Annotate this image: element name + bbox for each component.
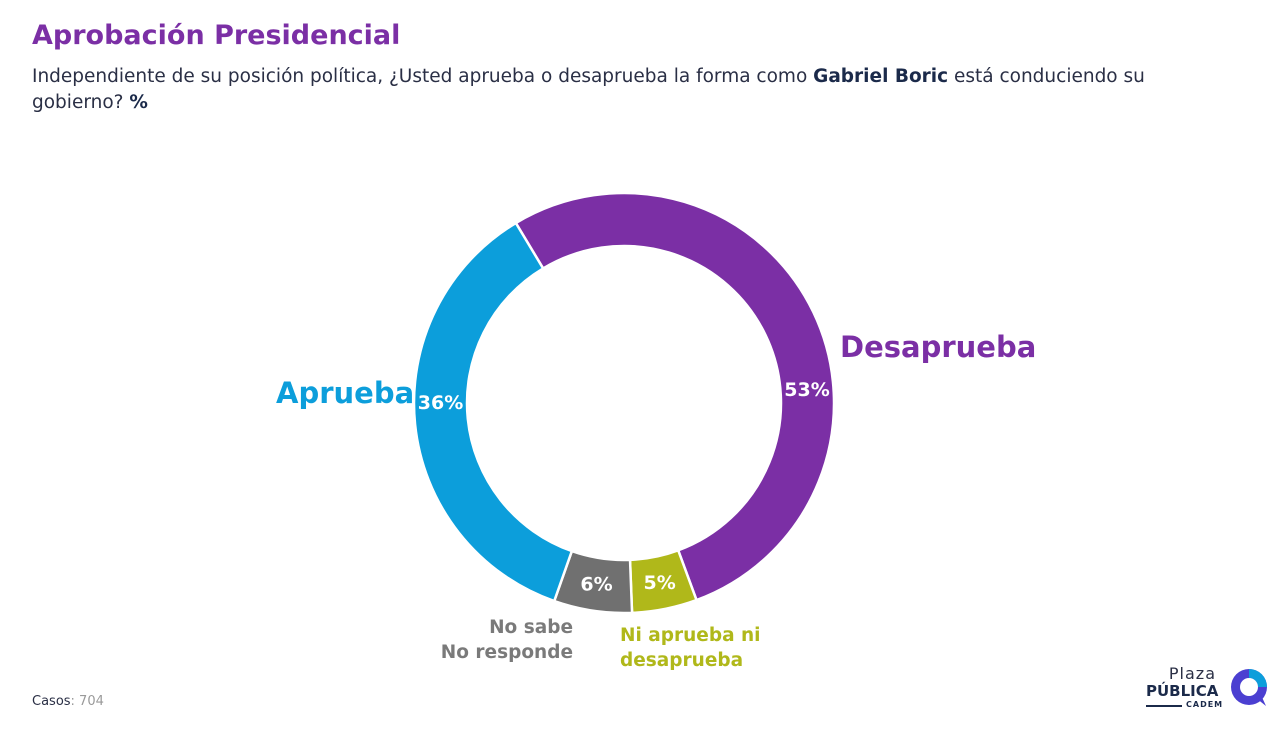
category-label-ni-aprueba-line1: Ni aprueba ni bbox=[620, 625, 761, 646]
casos-label: Casos bbox=[32, 694, 71, 709]
subtitle-question-end: está conduciendo su gobierno? bbox=[32, 66, 1145, 113]
donut-slice-0 bbox=[514, 191, 836, 602]
donut-value-label-1: 5% bbox=[644, 572, 676, 594]
sample-size-note: Casos: 704 bbox=[32, 694, 104, 709]
subtitle-president-name: Gabriel Boric bbox=[813, 66, 949, 87]
logo-cadem-text: CADEM bbox=[1186, 700, 1224, 709]
donut-slice-3 bbox=[412, 221, 574, 603]
subtitle-question: Independiente de su posición política, ¿… bbox=[32, 66, 814, 87]
category-label-desaprueba: Desaprueba bbox=[840, 330, 1037, 364]
logo-underline bbox=[1146, 705, 1182, 707]
speech-bubble-icon bbox=[1231, 669, 1267, 706]
chart-subtitle: Independiente de su posición política, ¿… bbox=[32, 64, 1222, 116]
category-label-no-sabe-line1: No sabe bbox=[489, 617, 573, 638]
category-label-no-sabe: No sabe No responde bbox=[441, 615, 573, 665]
casos-value: : 704 bbox=[70, 694, 104, 709]
category-label-ni-aprueba-line2: desaprueba bbox=[620, 650, 744, 671]
chart-title: Aprobación Presidencial bbox=[32, 20, 401, 51]
category-label-no-sabe-line2: No responde bbox=[440, 642, 573, 663]
plaza-publica-cadem-logo: Plaza PÚBLICA CADEM bbox=[1144, 664, 1272, 712]
logo-publica-text: PÚBLICA bbox=[1146, 682, 1219, 700]
donut-value-label-3: 36% bbox=[418, 392, 463, 414]
donut-value-label-0: 53% bbox=[784, 379, 829, 401]
subtitle-unit: % bbox=[129, 92, 148, 113]
logo-plaza-text: Plaza bbox=[1168, 664, 1216, 683]
donut-value-label-2: 6% bbox=[580, 573, 612, 595]
category-label-ni-aprueba: Ni aprueba ni desaprueba bbox=[620, 623, 761, 673]
category-label-aprueba: Aprueba bbox=[276, 376, 415, 410]
